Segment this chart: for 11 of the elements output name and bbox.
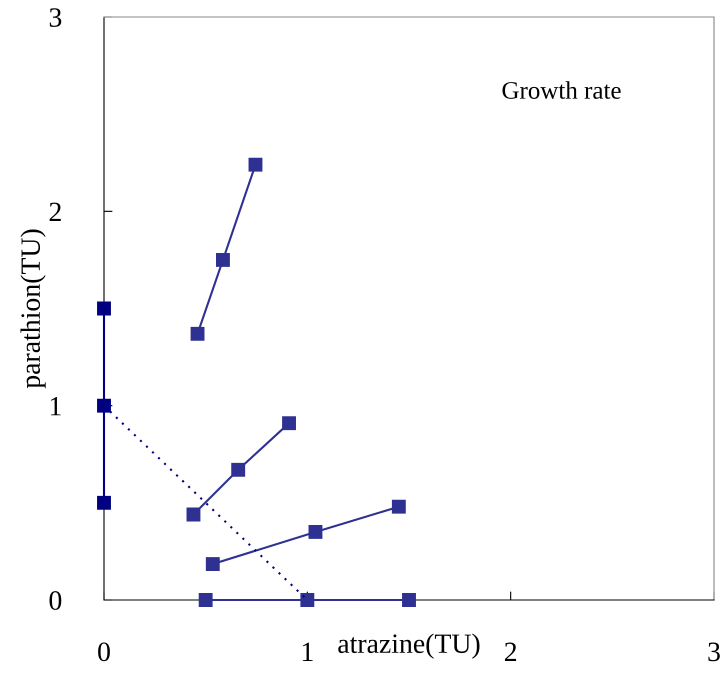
x-tick-label: 1 xyxy=(302,642,313,661)
y-tick-label: 2 xyxy=(50,202,61,221)
y-tick-label: 1 xyxy=(50,396,61,416)
annotation: Growth rate xyxy=(502,81,621,99)
y-axis-title: parathion(TU) xyxy=(20,230,46,388)
y-tick-label: 3 xyxy=(50,8,62,27)
x-tick-label: 3 xyxy=(708,642,720,662)
x-tick-label: 0 xyxy=(98,642,110,662)
x-tick-label: 2 xyxy=(504,642,516,661)
x-axis-title: atrazine(TU) xyxy=(338,634,480,659)
y-tick-label: 0 xyxy=(50,591,62,610)
